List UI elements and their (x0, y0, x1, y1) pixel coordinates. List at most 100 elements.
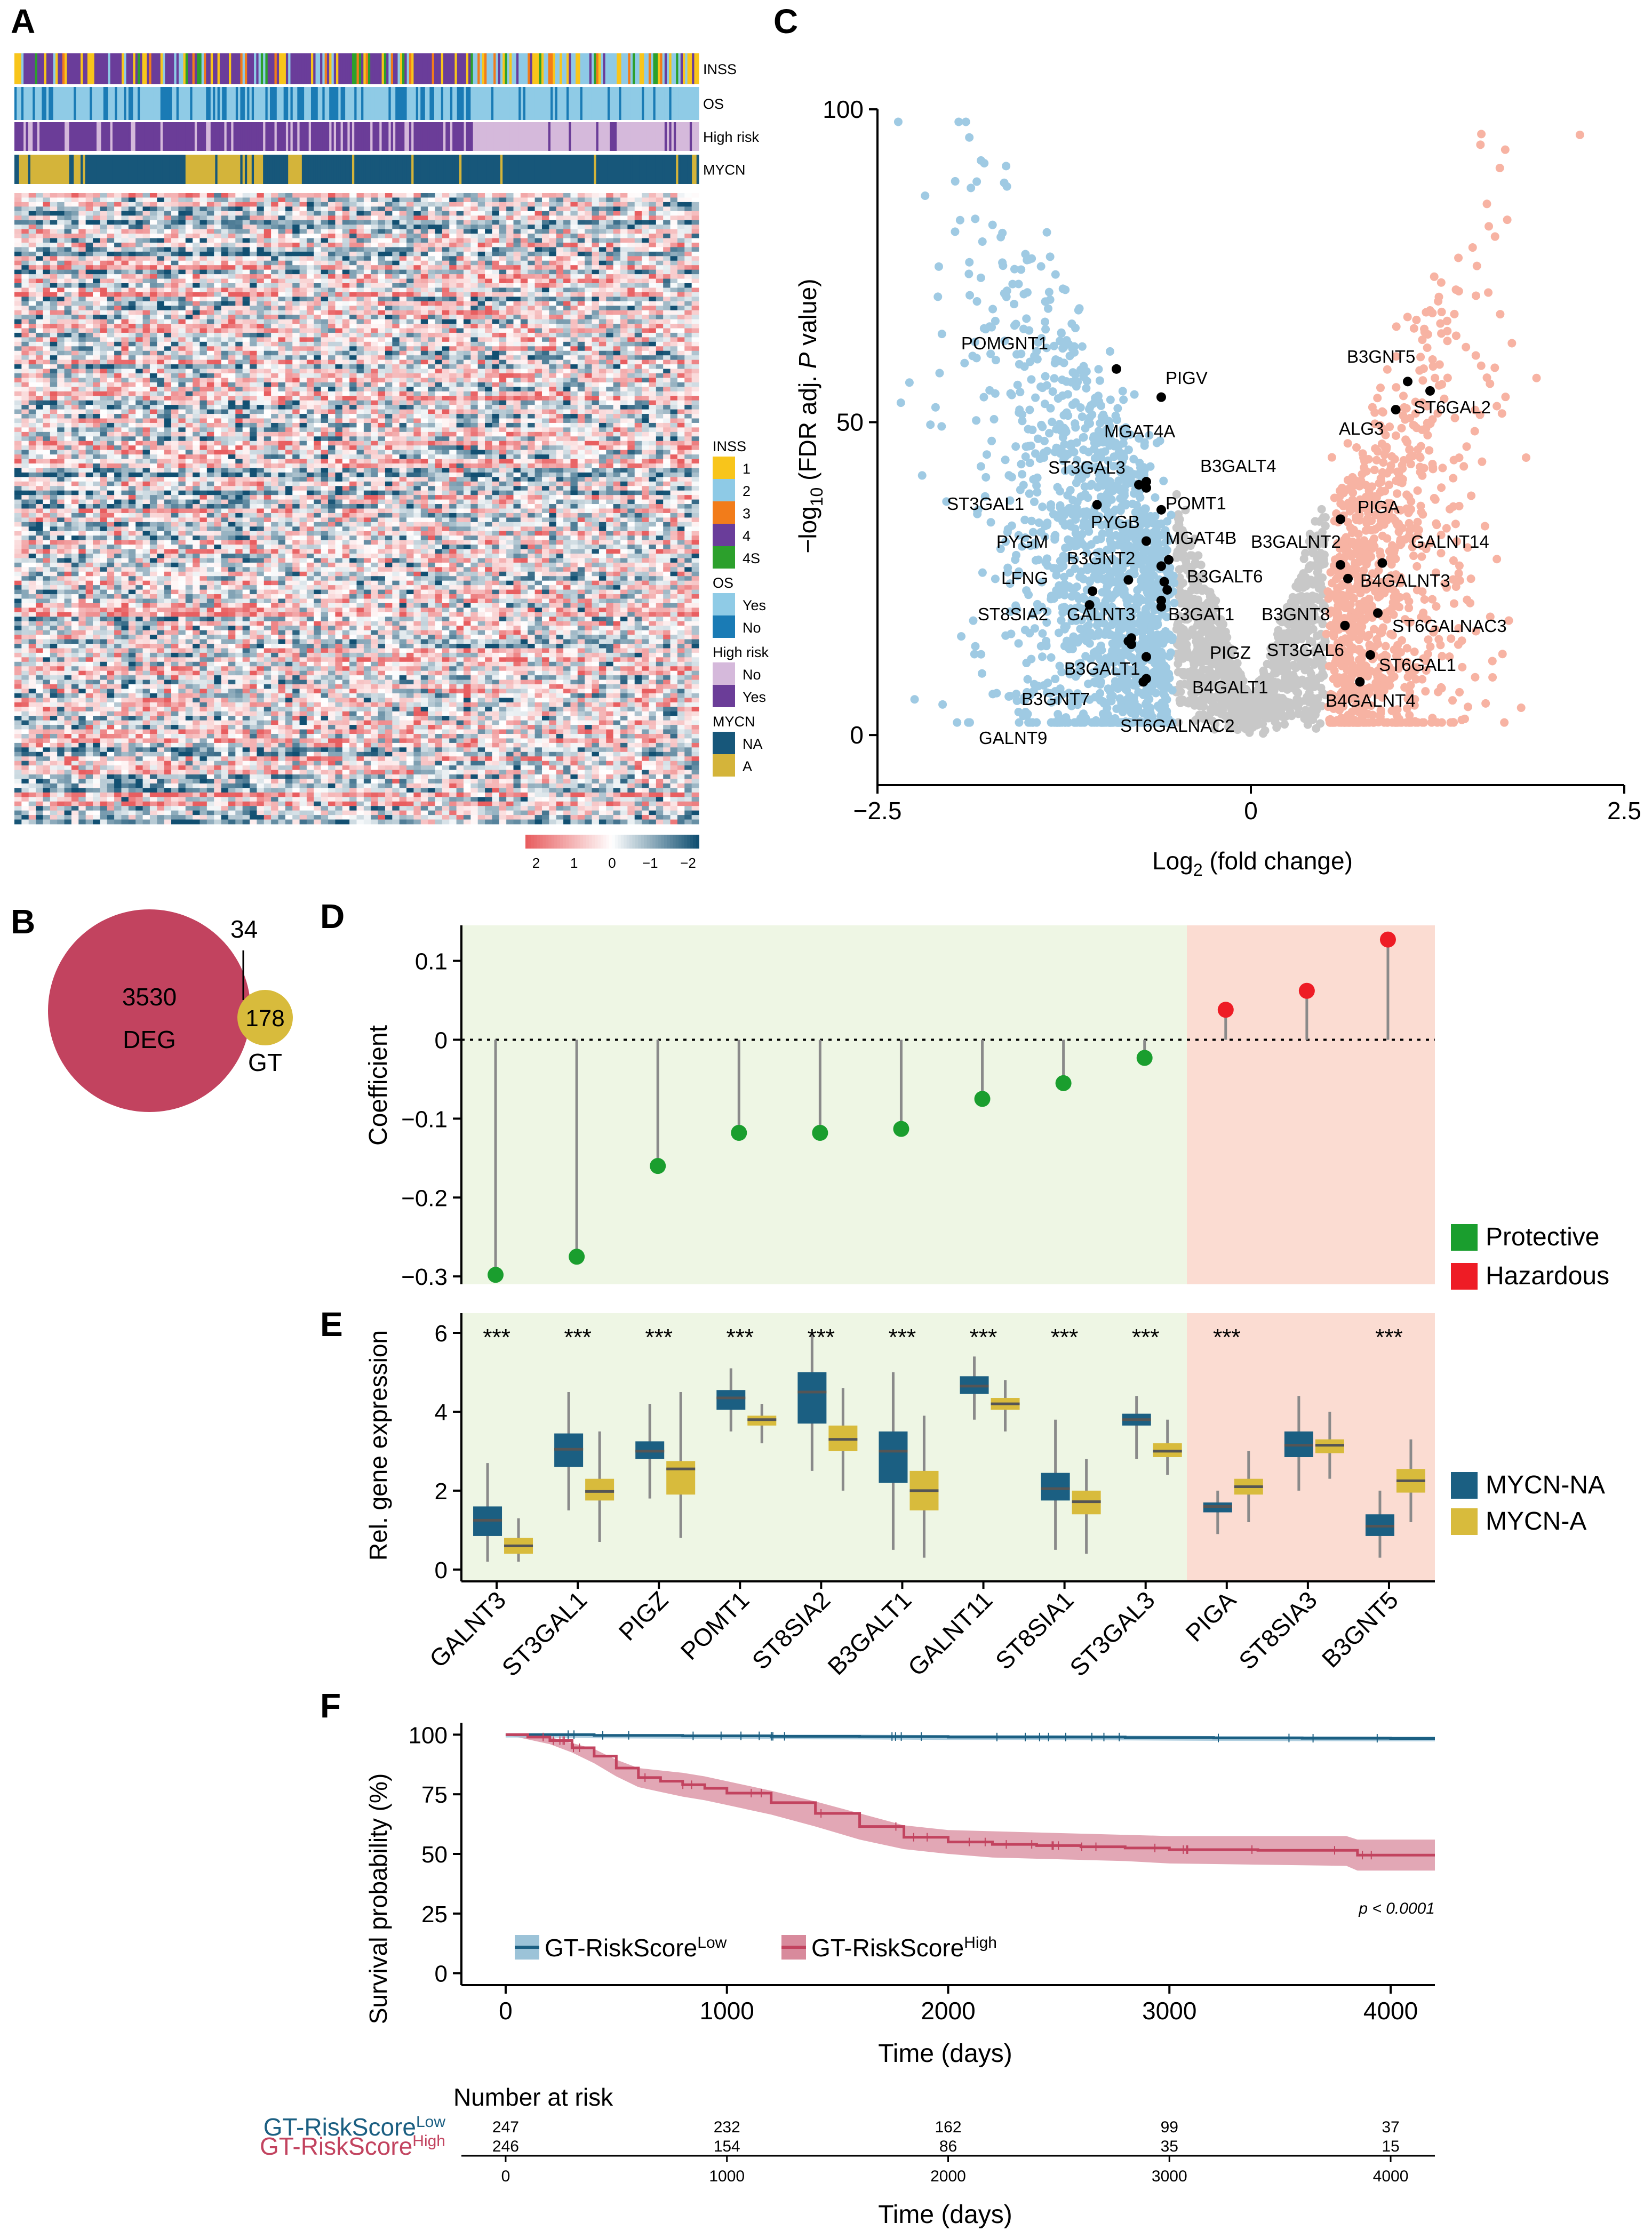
heat-cell (378, 234, 386, 238)
mycn-cell (238, 155, 241, 184)
mycn-cell (183, 155, 186, 184)
heat-cell (356, 256, 364, 261)
heat-cell (157, 283, 165, 288)
heat-cell (142, 324, 150, 329)
mycn-cell (174, 155, 177, 184)
heat-cell (499, 306, 507, 311)
os-cell (190, 87, 193, 120)
heat-cell (228, 306, 236, 311)
risk-cell (49, 122, 52, 151)
heat-cell (691, 251, 699, 257)
heat-cell (363, 234, 371, 238)
os-cell (333, 87, 337, 120)
heat-cell (477, 225, 485, 230)
heat-cell (363, 350, 371, 356)
heat-cell (78, 229, 86, 234)
heat-cell (71, 193, 79, 198)
heat-cell (556, 269, 564, 275)
heat-cell (57, 301, 65, 306)
heat-cell (528, 364, 536, 370)
heat-cell (335, 324, 343, 329)
heat-cell (278, 278, 286, 284)
heat-cell (114, 364, 122, 370)
heat-cell (577, 301, 585, 306)
heat-cell (271, 274, 278, 279)
heat-cell (549, 278, 557, 284)
os-cell (601, 87, 603, 120)
heat-cell (128, 315, 136, 320)
heat-cell (149, 220, 157, 225)
heat-cell (420, 346, 428, 351)
risk-cell (281, 122, 284, 151)
heat-cell (71, 197, 79, 203)
mycn-cell (110, 155, 113, 184)
mycn-cell (596, 155, 599, 184)
inss-cell (397, 53, 401, 84)
heat-cell (413, 337, 421, 342)
heat-cell (299, 297, 307, 302)
risk-cell (28, 122, 31, 151)
os-cell (276, 87, 280, 120)
risk-cell (272, 122, 275, 151)
heat-cell (278, 274, 286, 279)
heat-cell (171, 229, 179, 234)
os-cell (395, 87, 398, 120)
heat-cell (193, 247, 200, 252)
risk-cell (573, 122, 576, 151)
heat-cell (214, 206, 222, 212)
heat-cell (656, 260, 664, 266)
heat-cell (278, 319, 286, 324)
heat-cell (499, 260, 507, 266)
heat-cell (627, 242, 635, 247)
heat-cell (299, 242, 307, 247)
mycn-cell (272, 155, 275, 184)
heat-cell (634, 306, 642, 311)
heat-cell (114, 301, 122, 306)
heat-cell (363, 247, 371, 252)
heat-cell (128, 346, 136, 351)
heat-cell (563, 359, 571, 365)
os-cell (541, 87, 544, 120)
heat-cell (492, 215, 500, 221)
heat-cell (335, 225, 343, 230)
heat-cell (228, 247, 236, 252)
mycn-cell (69, 155, 72, 184)
heat-cell (193, 310, 200, 315)
heat-cell (691, 364, 699, 370)
mycn-cell (388, 155, 392, 184)
mycn-cell (224, 155, 227, 184)
heat-cell (556, 202, 564, 207)
heat-cell (356, 306, 364, 311)
heat-cell (257, 283, 265, 288)
mycn-cell (87, 155, 90, 184)
heat-cell (470, 265, 478, 270)
heat-cell (385, 234, 393, 238)
heat-cell (449, 206, 457, 212)
os-cell (194, 87, 197, 120)
heat-cell (485, 341, 492, 347)
heat-cell (135, 355, 143, 361)
heat-cell (549, 283, 557, 288)
os-cell (62, 87, 65, 120)
inss-cell (667, 53, 670, 84)
os-cell (384, 87, 387, 120)
heat-cell (499, 220, 507, 225)
heat-cell (71, 220, 79, 225)
heat-cell (392, 292, 400, 297)
os-cell (46, 87, 49, 120)
inss-cell (356, 53, 360, 84)
inss-cell (19, 53, 22, 84)
heat-cell (199, 301, 208, 306)
heat-cell (592, 350, 600, 356)
heat-cell (520, 310, 528, 315)
heat-cell (563, 247, 571, 252)
inss-cell (594, 53, 597, 84)
heat-cell (592, 234, 600, 238)
risk-cell (256, 122, 259, 151)
heat-cell (606, 337, 614, 342)
risk-cell (290, 122, 293, 151)
heat-cell (449, 310, 457, 315)
mycn-cell (37, 155, 40, 184)
os-cell (507, 87, 510, 120)
heat-cell (221, 193, 229, 198)
